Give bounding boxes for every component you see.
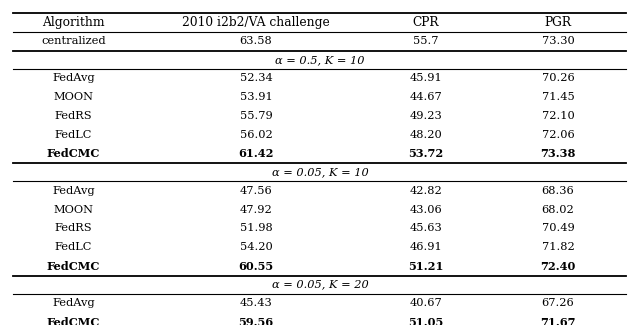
Text: 72.10: 72.10 xyxy=(541,111,575,121)
Text: 52.34: 52.34 xyxy=(239,73,273,83)
Text: 51.05: 51.05 xyxy=(408,317,444,325)
Text: FedAvg: FedAvg xyxy=(52,186,95,196)
Text: CPR: CPR xyxy=(412,16,439,29)
Text: 68.36: 68.36 xyxy=(541,186,575,196)
Text: 56.02: 56.02 xyxy=(239,130,273,140)
Text: FedRS: FedRS xyxy=(55,111,92,121)
Text: 44.67: 44.67 xyxy=(409,92,442,102)
Text: 48.20: 48.20 xyxy=(409,130,442,140)
Text: 72.06: 72.06 xyxy=(541,130,575,140)
Text: 53.91: 53.91 xyxy=(239,92,273,102)
Text: 45.91: 45.91 xyxy=(409,73,442,83)
Text: 45.63: 45.63 xyxy=(409,224,442,233)
Text: FedCMC: FedCMC xyxy=(47,317,100,325)
Text: FedAvg: FedAvg xyxy=(52,298,95,308)
Text: 68.02: 68.02 xyxy=(541,205,575,214)
Text: α = 0.5, K = 10: α = 0.5, K = 10 xyxy=(275,55,365,65)
Text: FedCMC: FedCMC xyxy=(47,261,100,272)
Text: 55.79: 55.79 xyxy=(239,111,273,121)
Text: 46.91: 46.91 xyxy=(409,242,442,252)
Text: 47.56: 47.56 xyxy=(239,186,273,196)
Text: 51.98: 51.98 xyxy=(239,224,273,233)
Text: 40.67: 40.67 xyxy=(409,298,442,308)
Text: 70.26: 70.26 xyxy=(541,73,575,83)
Text: 59.56: 59.56 xyxy=(239,317,273,325)
Text: 70.49: 70.49 xyxy=(541,224,575,233)
Text: 43.06: 43.06 xyxy=(409,205,442,214)
Text: Algorithm: Algorithm xyxy=(42,16,105,29)
Text: α = 0.05, K = 10: α = 0.05, K = 10 xyxy=(271,167,369,177)
Text: 42.82: 42.82 xyxy=(409,186,442,196)
Text: FedLC: FedLC xyxy=(55,130,92,140)
Text: 73.30: 73.30 xyxy=(541,36,575,46)
Text: 51.21: 51.21 xyxy=(408,261,444,272)
Text: 47.92: 47.92 xyxy=(239,205,273,214)
Text: MOON: MOON xyxy=(54,205,93,214)
Text: FedRS: FedRS xyxy=(55,224,92,233)
Text: 72.40: 72.40 xyxy=(540,261,576,272)
Text: 49.23: 49.23 xyxy=(409,111,442,121)
Text: 71.45: 71.45 xyxy=(541,92,575,102)
Text: 67.26: 67.26 xyxy=(541,298,575,308)
Text: MOON: MOON xyxy=(54,92,93,102)
Text: 63.58: 63.58 xyxy=(239,36,273,46)
Text: 73.38: 73.38 xyxy=(540,148,576,159)
Text: 71.67: 71.67 xyxy=(540,317,576,325)
Text: PGR: PGR xyxy=(545,16,572,29)
Text: 71.82: 71.82 xyxy=(541,242,575,252)
Text: centralized: centralized xyxy=(42,36,106,46)
Text: 2010 i2b2/VA challenge: 2010 i2b2/VA challenge xyxy=(182,16,330,29)
Text: 53.72: 53.72 xyxy=(408,148,444,159)
Text: FedLC: FedLC xyxy=(55,242,92,252)
Text: α = 0.05, K = 20: α = 0.05, K = 20 xyxy=(271,280,369,290)
Text: 45.43: 45.43 xyxy=(239,298,273,308)
Text: 61.42: 61.42 xyxy=(238,148,274,159)
Text: 55.7: 55.7 xyxy=(413,36,438,46)
Text: 54.20: 54.20 xyxy=(239,242,273,252)
Text: FedAvg: FedAvg xyxy=(52,73,95,83)
Text: 60.55: 60.55 xyxy=(239,261,273,272)
Text: FedCMC: FedCMC xyxy=(47,148,100,159)
